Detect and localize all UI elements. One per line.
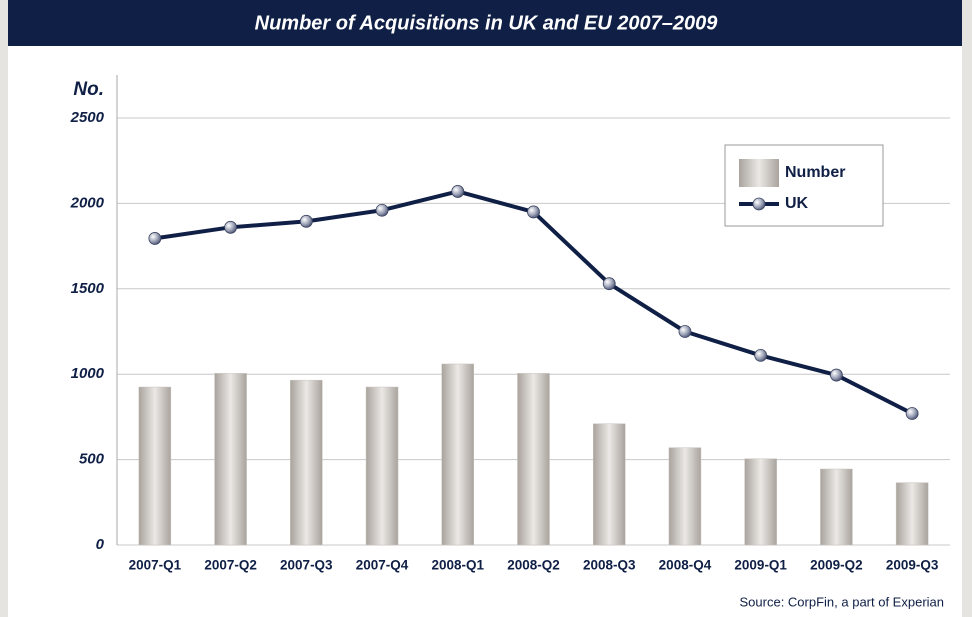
x-tick-label: 2007-Q4 xyxy=(356,558,409,573)
marker xyxy=(299,214,313,228)
y-tick-label: 1000 xyxy=(71,365,105,382)
x-tick-label: 2007-Q3 xyxy=(280,558,333,573)
marker xyxy=(224,220,237,234)
bar xyxy=(365,386,399,546)
bar xyxy=(895,482,929,546)
x-tick-label: 2008-Q3 xyxy=(583,558,636,573)
legend-label: Number xyxy=(785,164,845,181)
x-tick-label: 2007-Q1 xyxy=(129,558,182,573)
legend-label: UK xyxy=(785,195,809,212)
y-tick-label: 2500 xyxy=(70,109,105,126)
marker xyxy=(905,407,919,420)
marker xyxy=(754,349,768,362)
y-tick-label: 500 xyxy=(79,451,105,468)
bar xyxy=(820,468,853,546)
marker xyxy=(527,205,540,219)
y-tick-label: 0 xyxy=(96,536,105,553)
legend-swatch xyxy=(739,159,779,187)
y-tick-label: 1500 xyxy=(71,280,105,297)
marker xyxy=(148,232,162,245)
bar xyxy=(744,458,777,546)
x-tick-label: 2009-Q2 xyxy=(810,558,863,573)
bar xyxy=(517,373,550,546)
source: Source: CorpFin, a part of Experian xyxy=(740,594,945,609)
bar xyxy=(138,386,172,546)
bar xyxy=(290,379,323,546)
x-tick-label: 2007-Q2 xyxy=(204,558,257,573)
y-axis-label: No. xyxy=(73,79,104,100)
legend-marker xyxy=(752,197,766,211)
marker xyxy=(678,325,692,338)
marker xyxy=(830,368,843,382)
y-tick-label: 2000 xyxy=(70,194,105,211)
bar xyxy=(441,363,475,546)
chart-title: Number of Acquisitions in UK and EU 2007… xyxy=(255,12,719,34)
marker xyxy=(375,203,389,217)
x-tick-label: 2009-Q3 xyxy=(886,558,939,573)
marker xyxy=(451,185,465,198)
bar xyxy=(214,373,247,546)
bar xyxy=(592,423,626,546)
x-tick-label: 2008-Q2 xyxy=(507,558,560,573)
x-tick-label: 2009-Q1 xyxy=(734,558,787,573)
header xyxy=(8,0,962,46)
bar xyxy=(668,447,702,546)
x-tick-label: 2008-Q4 xyxy=(659,558,712,573)
x-tick-label: 2008-Q1 xyxy=(431,558,484,573)
marker xyxy=(602,277,616,291)
